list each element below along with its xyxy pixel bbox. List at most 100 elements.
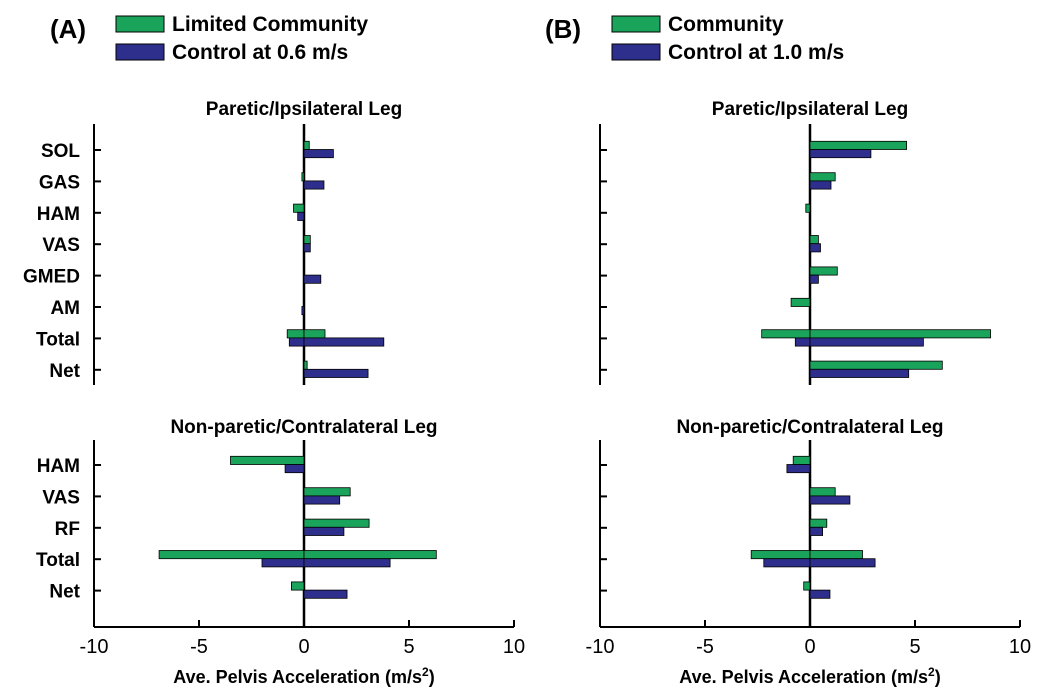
bar-blue-pos xyxy=(303,526,345,536)
x-axis-label-main: Ave. Pelvis Acceleration (m/s xyxy=(173,667,422,687)
group-nonparetic: Non-paretic/Contralateral Leg -10 -5 0 5 10 Av… xyxy=(586,417,1032,687)
bar-green-pos xyxy=(303,518,370,528)
category-label: HAM xyxy=(37,456,80,477)
category-label: GMED xyxy=(23,267,80,288)
legend-label: Limited Community xyxy=(172,13,368,36)
bar-blue-neg xyxy=(288,337,305,347)
bar-blue-pos xyxy=(809,274,819,284)
bar-blue-neg xyxy=(261,558,305,568)
legend-swatch xyxy=(611,15,661,33)
bar-green-neg xyxy=(301,172,305,182)
category-label: Net xyxy=(49,361,80,382)
bar-green-neg xyxy=(750,550,811,560)
bar-blue-neg xyxy=(284,464,305,474)
bar-green-pos xyxy=(809,329,992,339)
category-label: RF xyxy=(55,519,80,540)
bar-green-pos xyxy=(303,550,437,560)
bar-green-pos xyxy=(303,235,311,245)
x-tick-label: 0 xyxy=(298,636,309,658)
legend-label: Control at 0.6 m/s xyxy=(172,41,348,64)
bar-green-pos xyxy=(809,266,838,276)
x-tick-label: 5 xyxy=(909,636,920,658)
bar-green-pos xyxy=(303,329,326,339)
group-title: Non-paretic/Contralateral Leg xyxy=(676,417,943,438)
x-tick-label: 10 xyxy=(1009,636,1031,658)
bar-blue-pos xyxy=(809,368,910,378)
x-axis-label: Ave. Pelvis Acceleration (m/s2) xyxy=(173,665,434,687)
bar-blue-pos xyxy=(809,495,851,505)
bar-green-pos xyxy=(809,487,836,497)
x-tick-label: 5 xyxy=(403,636,414,658)
bar-blue-pos xyxy=(809,180,832,190)
bar-green-neg xyxy=(803,581,811,591)
bar-blue-pos xyxy=(303,149,334,159)
category-label: VAS xyxy=(42,235,80,256)
bar-green-pos xyxy=(303,140,310,150)
bar-green-neg xyxy=(805,203,811,213)
bar-blue-pos xyxy=(303,558,391,568)
bar-green-neg xyxy=(290,581,305,591)
category-label: AM xyxy=(50,298,80,319)
legend-swatch xyxy=(115,43,165,61)
bar-green-neg xyxy=(761,329,811,339)
bar-green-pos xyxy=(809,518,828,528)
bar-green-neg xyxy=(792,455,811,465)
legend-label: Control at 1.0 m/s xyxy=(668,41,844,64)
bar-blue-pos xyxy=(303,337,385,347)
legend-swatch xyxy=(611,43,661,61)
panel-label: (B) xyxy=(545,14,581,44)
group-title: Non-paretic/Contralateral Leg xyxy=(170,417,437,438)
bar-blue-neg xyxy=(763,558,811,568)
bar-blue-pos xyxy=(303,274,322,284)
legend-swatch xyxy=(115,15,165,33)
bar-blue-pos xyxy=(809,149,872,159)
x-tick-label: 0 xyxy=(804,636,815,658)
bar-green-neg xyxy=(158,550,305,560)
x-tick-label: -5 xyxy=(696,636,714,658)
bar-green-pos xyxy=(303,360,308,370)
category-label: HAM xyxy=(37,204,80,225)
category-label: GAS xyxy=(39,172,80,193)
category-label: Net xyxy=(49,582,80,603)
bar-blue-neg xyxy=(297,211,305,221)
x-axis-label-sup: 2 xyxy=(422,665,429,679)
legend-label: Community xyxy=(668,13,784,36)
bar-green-neg xyxy=(790,297,811,307)
panel-a: (A) Limited Community Control at 0.6 m/s Pa… xyxy=(23,13,525,687)
x-axis-label-sup: 2 xyxy=(928,665,935,679)
category-label: VAS xyxy=(42,487,80,508)
bar-blue-neg xyxy=(786,464,811,474)
bar-green-pos xyxy=(809,360,943,370)
x-tick-label: -5 xyxy=(190,636,208,658)
x-axis-label-end: ) xyxy=(935,667,941,687)
bar-green-pos xyxy=(809,172,836,182)
bar-blue-neg xyxy=(794,337,811,347)
category-label: Total xyxy=(36,329,80,350)
bar-green-pos xyxy=(303,487,351,497)
bar-blue-pos xyxy=(809,589,831,599)
panel-label: (A) xyxy=(50,14,86,44)
x-tick-label: -10 xyxy=(80,636,109,658)
group-title: Paretic/Ipsilateral Leg xyxy=(712,99,908,120)
group-nonparetic: Non-paretic/Contralateral Leg HAM VAS RF Tot… xyxy=(36,417,525,687)
group-title: Paretic/Ipsilateral Leg xyxy=(206,99,402,120)
bar-blue-pos xyxy=(809,337,924,347)
bar-blue-pos xyxy=(303,243,311,253)
bar-green-neg xyxy=(286,329,305,339)
bar-green-pos xyxy=(809,550,863,560)
bar-green-pos xyxy=(809,235,819,245)
panel-b: (B) Community Control at 1.0 m/s Paretic/Ip… xyxy=(545,13,1031,687)
bar-blue-pos xyxy=(303,180,325,190)
bar-green-neg xyxy=(293,203,305,213)
x-axis-label-main: Ave. Pelvis Acceleration (m/s xyxy=(679,667,928,687)
bar-blue-pos xyxy=(809,558,876,568)
bar-blue-pos xyxy=(303,368,369,378)
x-axis-label: Ave. Pelvis Acceleration (m/s2) xyxy=(679,665,940,687)
bar-blue-neg xyxy=(301,306,305,316)
bar-blue-pos xyxy=(809,243,821,253)
category-label: SOL xyxy=(41,141,80,162)
bar-blue-pos xyxy=(809,526,824,536)
x-tick-label: -10 xyxy=(586,636,615,658)
bar-green-pos xyxy=(809,140,907,150)
